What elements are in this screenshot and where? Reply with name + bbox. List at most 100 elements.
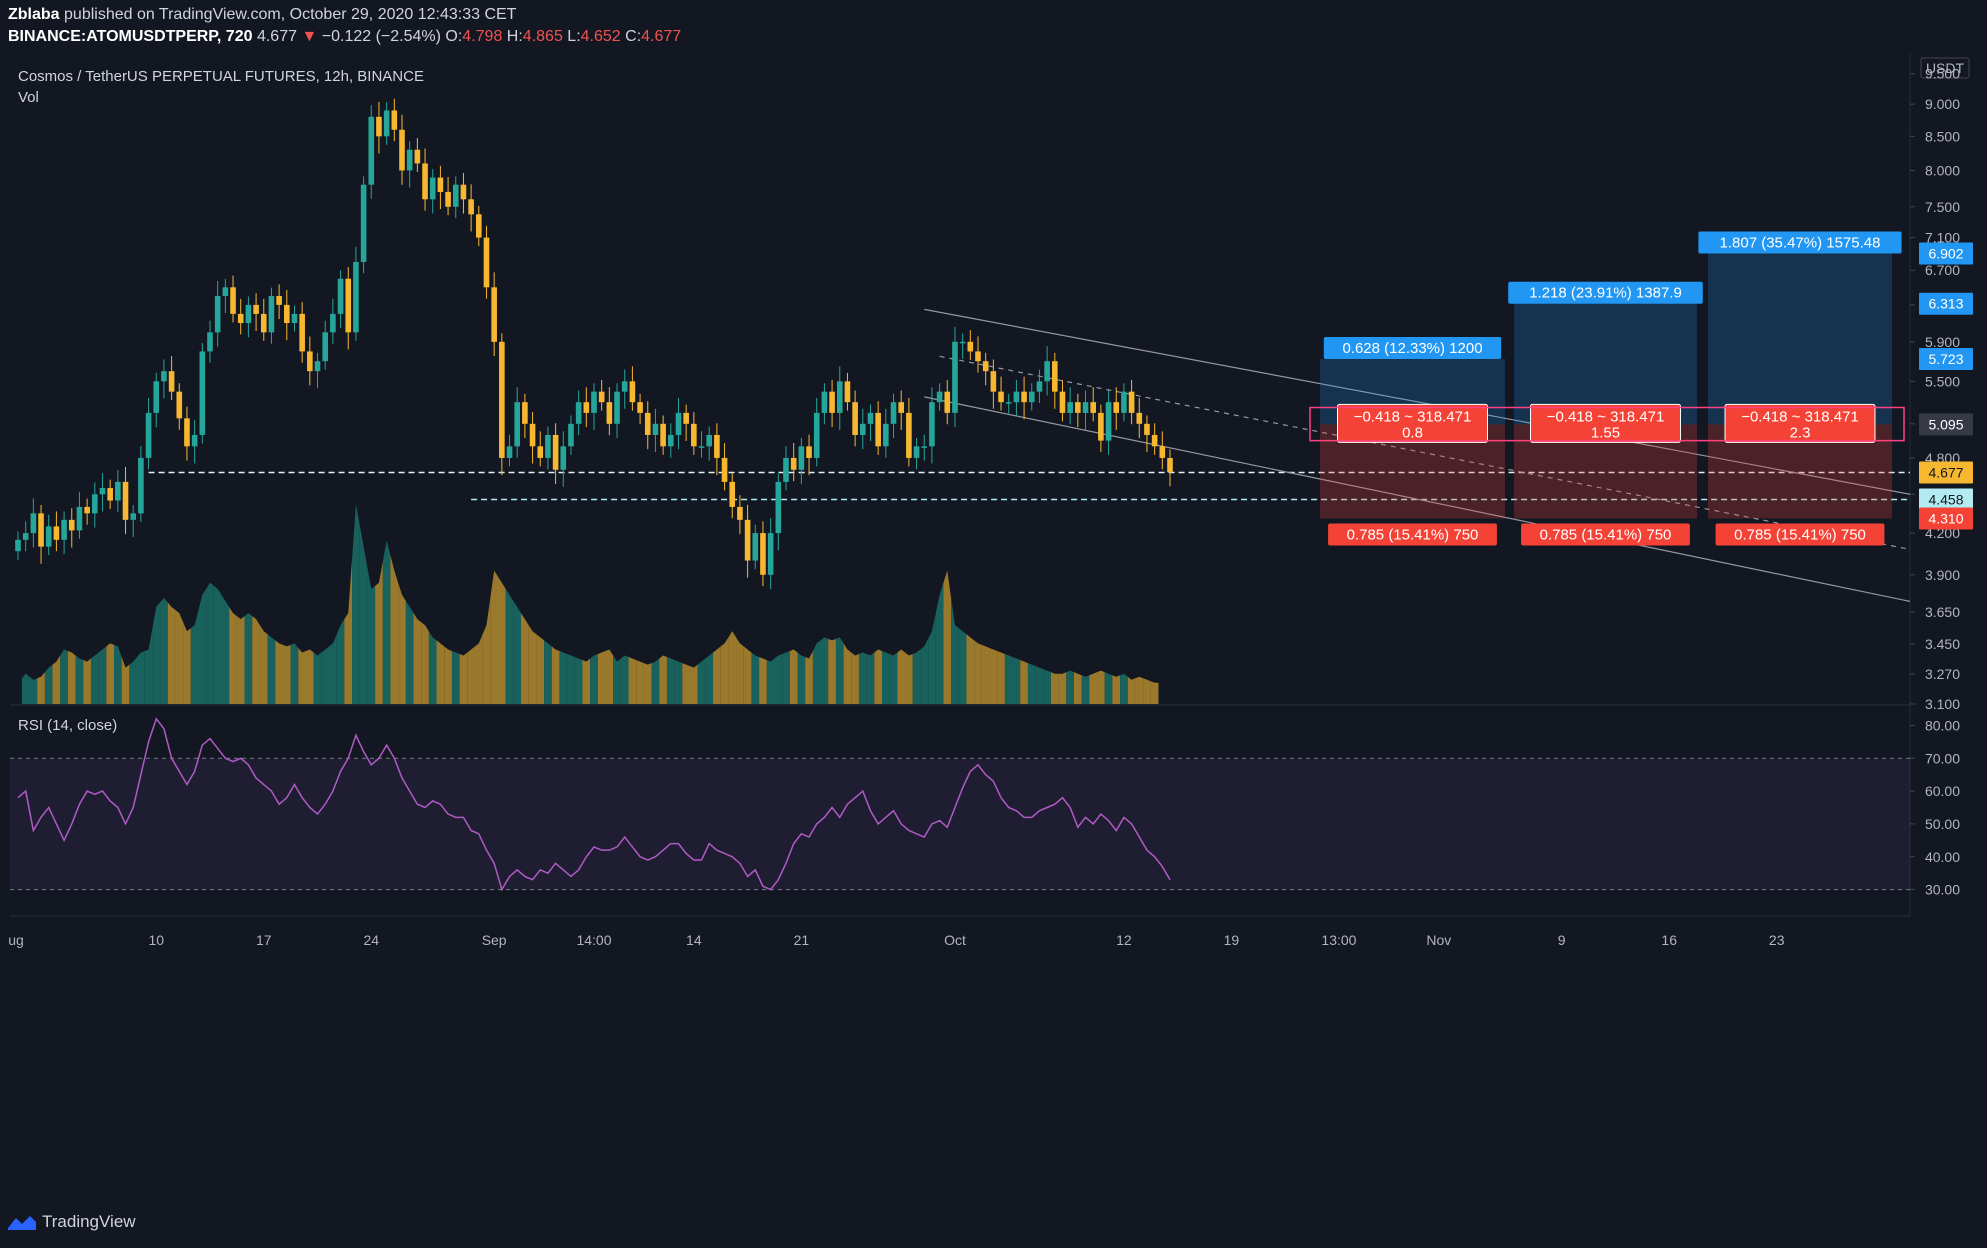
- high-value: 4.865: [522, 28, 563, 45]
- rsi-tick-label: 50.00: [1925, 816, 1960, 832]
- pl-label: −0.418 ~ 318.471: [1741, 408, 1859, 425]
- volume-bar: [951, 597, 959, 704]
- candle-body: [184, 418, 190, 447]
- chart-title: Cosmos / TetherUS PERPETUAL FUTURES, 12h…: [18, 68, 424, 85]
- price-level-label: 6.313: [1928, 296, 1963, 312]
- last-price: 4.677: [256, 28, 297, 45]
- volume-bar: [229, 607, 237, 704]
- volume-bar: [244, 613, 253, 704]
- candle-body: [1059, 391, 1066, 413]
- candle-body: [45, 526, 52, 547]
- volume-bar: [690, 664, 698, 704]
- candle-body: [514, 402, 520, 447]
- candle-body: [836, 381, 843, 413]
- candle-body: [637, 402, 643, 413]
- volume-bar: [851, 652, 859, 704]
- volume-bar: [835, 637, 844, 704]
- volume-bar: [1112, 675, 1121, 704]
- candle-body: [237, 313, 244, 324]
- volume-bar: [636, 660, 644, 704]
- candle-body: [867, 412, 874, 424]
- candle-body: [906, 412, 912, 458]
- candle-body: [1128, 391, 1135, 413]
- channel-mid-line: [939, 355, 1911, 550]
- time-tick-label: 13:00: [1321, 932, 1356, 948]
- volume-bar: [759, 657, 767, 704]
- candle-body: [545, 434, 551, 458]
- candle-body: [1028, 391, 1035, 403]
- candle-body: [115, 481, 121, 501]
- candle-body: [1144, 423, 1150, 435]
- candle-body: [476, 214, 482, 238]
- volume-bar: [736, 637, 744, 704]
- volume-bar: [874, 649, 882, 704]
- volume-bar: [313, 652, 322, 704]
- volume-bar: [451, 650, 460, 704]
- rsi-tick-label: 60.00: [1925, 783, 1960, 799]
- candle-body: [752, 533, 759, 561]
- candle-body: [1021, 391, 1027, 403]
- tradingview-logo-icon: [8, 1216, 36, 1230]
- currency-label: USDT: [1926, 60, 1965, 76]
- volume-bar: [344, 558, 353, 704]
- candle-body: [852, 402, 858, 435]
- risk-reward-ratio: 0.8: [1402, 424, 1423, 441]
- candle-body: [522, 402, 528, 424]
- volume-bar: [966, 634, 975, 704]
- volume-bar: [943, 570, 952, 704]
- candle-body: [445, 191, 451, 207]
- time-tick-label: Oct: [944, 932, 966, 948]
- tradingview-logo[interactable]: TradingView: [8, 1212, 136, 1232]
- volume-bar: [705, 652, 714, 704]
- volume-bar: [505, 588, 514, 704]
- candle-body: [176, 391, 183, 419]
- risk-reward-ratio: 2.3: [1790, 424, 1811, 441]
- rsi-line: [17, 717, 1171, 892]
- price-tick-label: 7.500: [1925, 199, 1960, 215]
- candle-body: [122, 481, 129, 520]
- volume-bar: [958, 628, 967, 704]
- volume-bar: [474, 634, 483, 704]
- volume-bar: [1089, 672, 1098, 704]
- candle-body: [1167, 457, 1173, 473]
- volume-bar: [37, 672, 45, 704]
- candle-body: [207, 332, 213, 352]
- candle-body: [230, 287, 236, 314]
- price-level-tag: [1919, 292, 1973, 315]
- candle-body: [483, 237, 490, 288]
- volume-bar: [306, 649, 314, 704]
- volume-bar: [674, 660, 683, 704]
- volume-bar: [60, 649, 68, 704]
- candle-body: [1159, 446, 1166, 458]
- volume-bar: [659, 655, 667, 704]
- rsi-tick-label: 70.00: [1925, 750, 1960, 766]
- rsi-tick-label: 80.00: [1925, 717, 1960, 733]
- close-label: C:: [625, 28, 642, 45]
- price-chart[interactable]: Cosmos / TetherUS PERPETUAL FUTURES, 12h…: [0, 54, 1987, 1204]
- stop-label: 0.785 (15.41%) 750: [1347, 527, 1479, 544]
- volume-bar: [989, 647, 998, 704]
- price-tick-label: 7.100: [1925, 230, 1960, 246]
- volume-bar: [912, 649, 921, 704]
- price-tick-label: 5.900: [1925, 334, 1960, 350]
- price-level-tag: [1919, 507, 1973, 530]
- volume-bar: [597, 650, 606, 704]
- candle-body: [214, 296, 221, 333]
- volume-bar: [398, 582, 406, 704]
- candle-body: [61, 519, 67, 540]
- volume-bar: [843, 643, 852, 704]
- volume-bar: [98, 646, 107, 704]
- candle-body: [929, 402, 935, 447]
- volume-bar: [1058, 672, 1067, 704]
- candle-body: [291, 313, 298, 324]
- volume-bar: [367, 567, 376, 704]
- candle-body: [1052, 361, 1058, 392]
- volume-bar: [29, 676, 38, 704]
- risk-reward-ratio: 1.55: [1591, 424, 1620, 441]
- candle-body: [990, 371, 997, 392]
- candle-body: [15, 539, 21, 552]
- candle-body: [560, 446, 567, 470]
- volume-bar: [459, 652, 468, 704]
- volume-bar: [643, 663, 652, 704]
- volume-bar: [1066, 670, 1074, 704]
